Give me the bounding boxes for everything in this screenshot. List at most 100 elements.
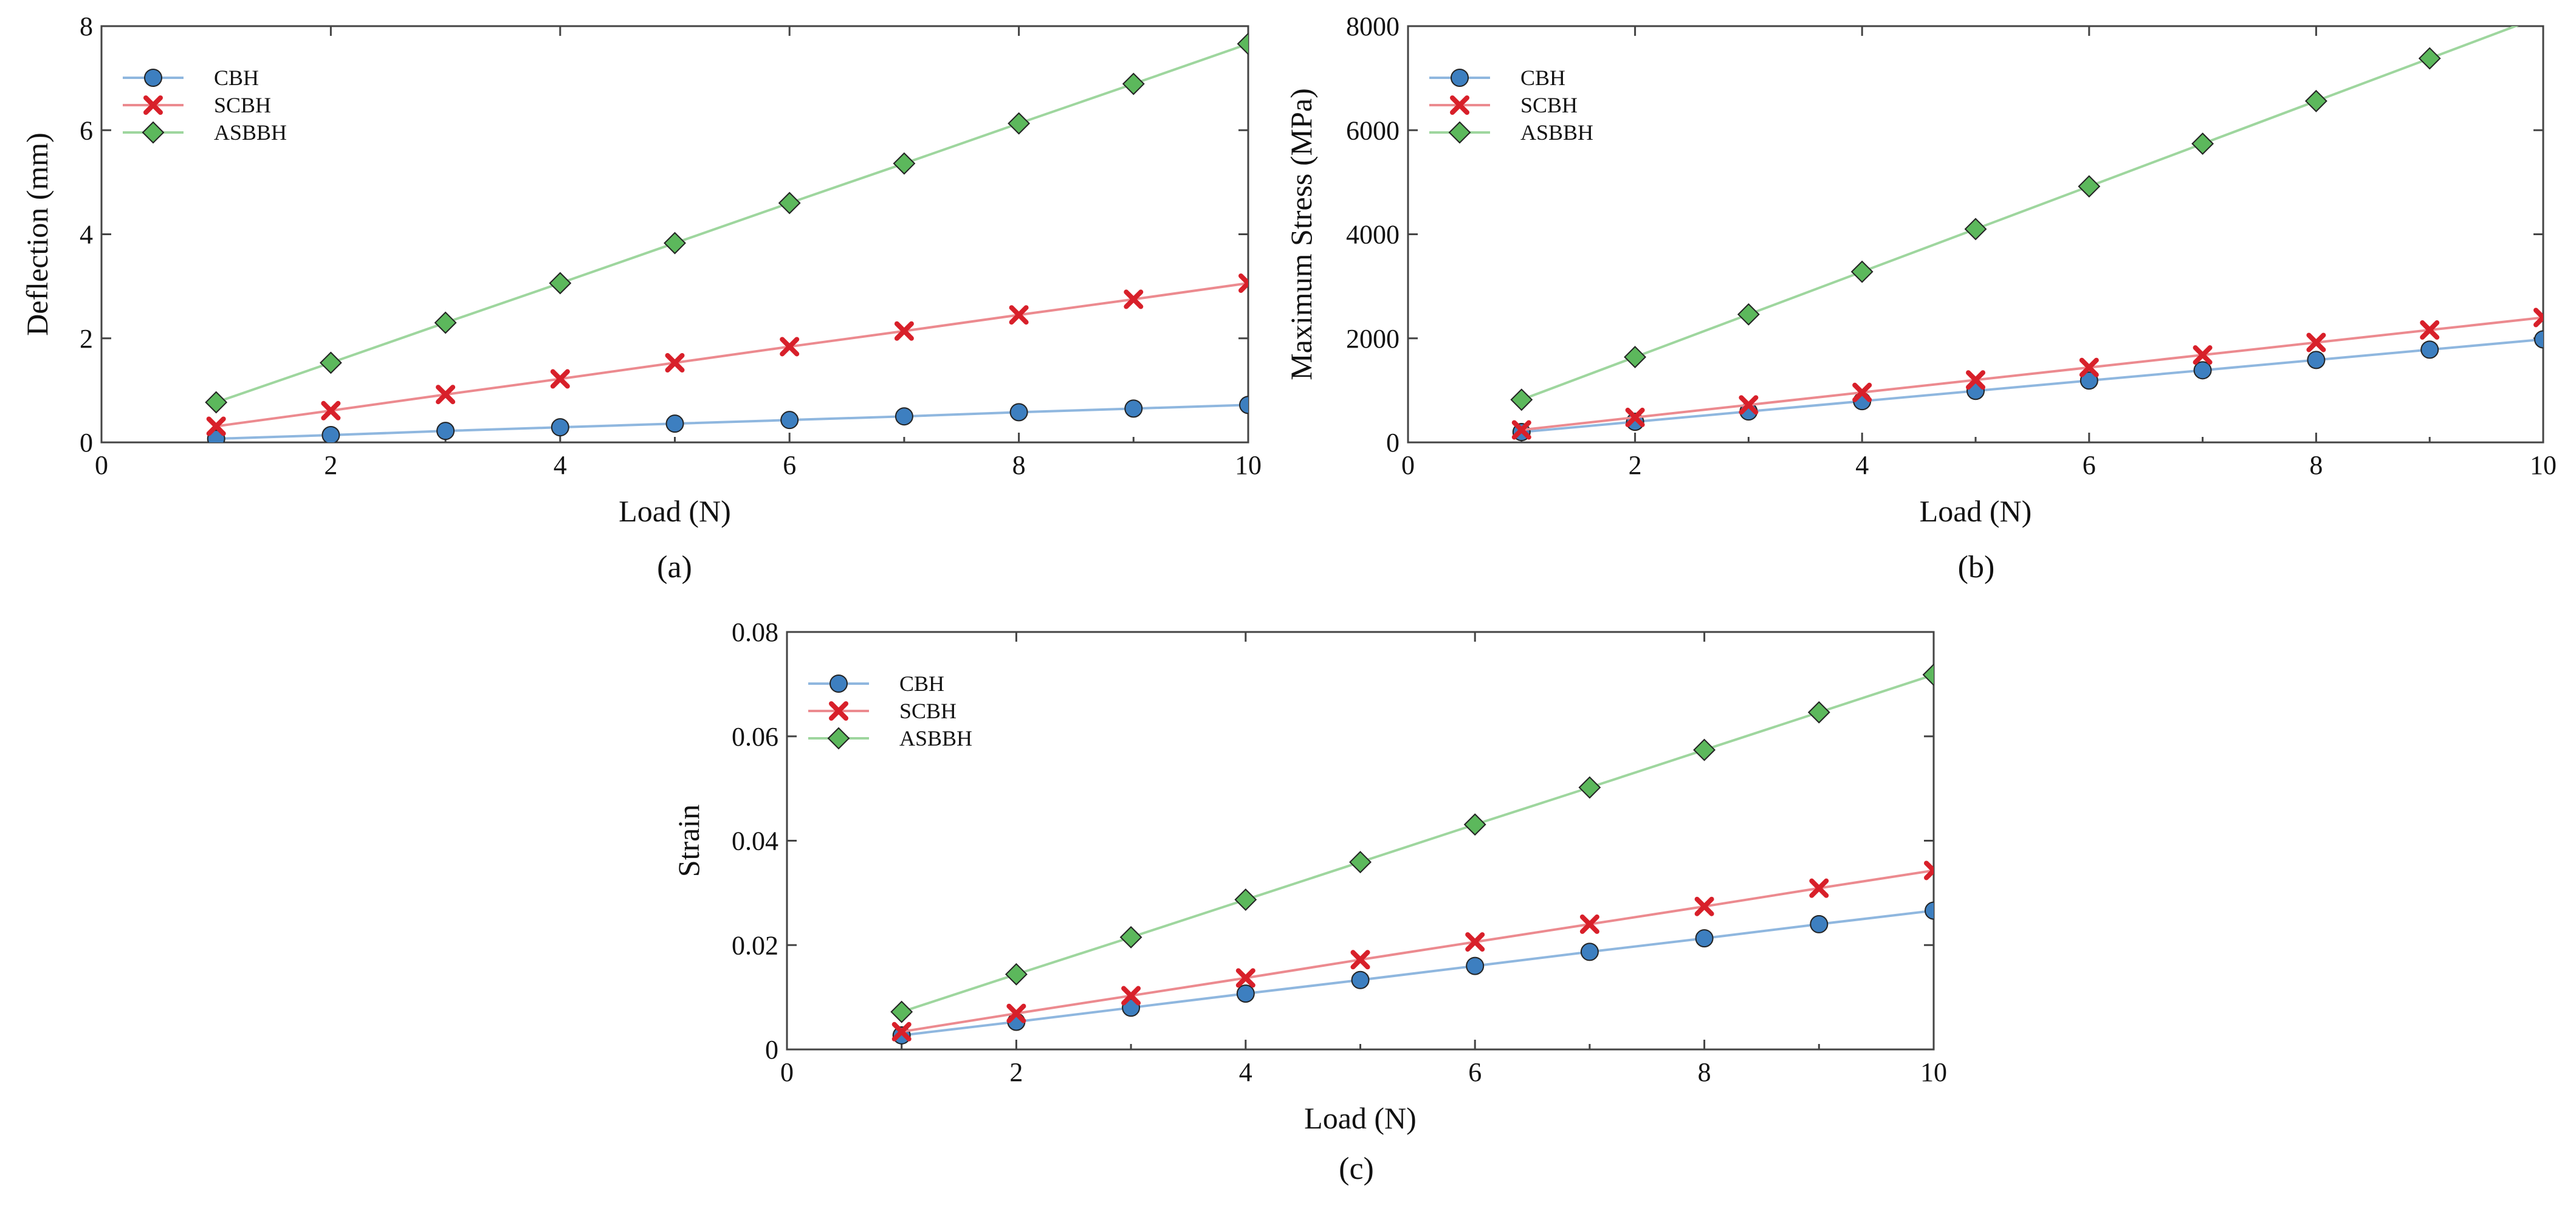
chart-b-legend-cbh: CBH [1429,66,1565,90]
chart-b-cbh-point-8 [2307,351,2326,369]
chart-c-scbh-point-3-stroke-2 [1121,986,1141,1006]
chart-a-legend-cbh-label: CBH [214,66,259,90]
chart-c-asbbh-point-6 [1463,813,1486,836]
chart-a-scbh-point-2-stroke-2 [321,400,341,421]
chart-b-xtick-label-4: 8 [2309,450,2323,480]
chart-c-scbh-point-1 [891,1021,912,1042]
chart-a-asbbh-point-7 [893,152,916,175]
chart-c-xtick-label-0: 0 [780,1057,794,1087]
chart-b-scbh-point-9 [2420,320,2440,340]
chart-c-scbh-point-3 [1121,986,1141,1006]
chart-a-xtick-label-1: 2 [324,450,337,480]
chart-a-ytick-label-2: 4 [80,220,93,250]
chart-b-ytick-label-4: 8000 [1346,12,1400,41]
chart-c-asbbh-point-4 [1234,888,1257,911]
chart-a-legend-asbbh-label: ASBBH [214,120,287,145]
chart-a-scbh-point-4-stroke-2 [550,369,570,389]
chart-a-xtick-label-2: 4 [554,450,567,480]
chart-c-asbbh-point-8 [1693,738,1716,761]
chart-a-xtick-label-3: 6 [783,450,796,480]
chart-b-legend-asbbh-marker [1448,121,1471,144]
chart-c-scbh-point-9-stroke-2 [1809,878,1829,898]
chart-a-caption: (a) [657,550,692,585]
chart-a: 0 2 4 6 8 10 0 2 4 6 8 Load (N) Deflection (mm) (a) CB… [20,12,1262,585]
chart-a-scbh-point-9-stroke-2 [1124,289,1144,309]
chart-c-xlabel: Load (N) [1304,1101,1417,1135]
chart-b-cbh-point-9 [2420,340,2439,359]
chart-a-scbh-point-5 [665,352,685,372]
chart-b-asbbh-point-1 [1510,388,1533,411]
chart-b-asbbh-point-10 [2542,26,2543,27]
chart-b-xtick-label-1: 2 [1629,450,1642,480]
chart-b-legend-cbh-marker [1451,69,1469,87]
chart-c-cbh-point-6 [1466,956,1485,975]
chart-b-ytick-label-3: 6000 [1346,115,1400,145]
chart-a-ytick-label-0: 0 [80,428,93,458]
chart-b-scbh-point-2 [1625,407,1645,427]
chart-a-cbh-point-4 [551,418,569,437]
chart-b-scbh-point-6 [2079,357,2099,377]
chart-a-xtick-label-0: 0 [95,450,108,480]
chart-a-asbbh-point-10 [1237,32,1248,55]
chart-b-xtick-label-3: 6 [2083,450,2096,480]
chart-a-scbh-point-1 [206,416,226,436]
chart-b-xlabel: Load (N) [1920,494,2032,528]
chart-c-legend-scbh-marker [829,701,848,721]
chart-b-legend-asbbh-label: ASBBH [1520,120,1593,145]
chart-b-legend-scbh-marker-stroke-2 [1450,95,1469,115]
chart-c-asbbh-point-10 [1922,664,1934,686]
chart-a-ylabel: Deflection (mm) [20,132,54,336]
chart-a-scbh-point-8 [1009,305,1029,325]
chart-c-xtick-label-4: 8 [1698,1057,1711,1087]
chart-c-scbh-point-10 [1924,860,1934,881]
chart-a-cbh-point-10 [1239,396,1248,414]
chart-b-scbh-point-8-stroke-2 [2306,332,2326,352]
chart-c-asbbh-point-2 [1005,963,1028,986]
chart-a-cbh-point-2 [321,426,340,442]
chart-b-ytick-label-2: 4000 [1346,220,1400,250]
chart-c-scbh-point-8-stroke-2 [1694,896,1714,916]
chart-c-cbh-point-8 [1695,929,1714,948]
chart-b-cbh-point-7 [2193,361,2212,380]
chart-b-cbh-point-6 [2080,371,2098,390]
chart-b-asbbh-point-3 [1737,303,1760,326]
chart-b-legend-scbh-label: SCBH [1520,93,1578,117]
chart-c-asbbh-point-5 [1349,851,1372,874]
chart-c-ytick-label-0: 0 [765,1035,778,1065]
chart-a-asbbh-point-1 [205,391,228,414]
chart-a-scbh-point-9 [1124,289,1144,309]
chart-a-scbh-point-3-stroke-2 [436,385,456,405]
chart-c-scbh-point-6 [1465,932,1485,952]
chart-a-scbh-point-2 [321,400,341,421]
chart-b-series-asbbh-line [1521,26,2519,401]
chart-a-scbh-point-1-stroke-2 [206,416,226,436]
chart-c-scbh-point-4 [1235,968,1255,988]
chart-c-scbh-point-9 [1809,878,1829,898]
chart-c-ytick-label-3: 0.06 [732,722,778,752]
chart-b-scbh-point-7 [2193,345,2213,365]
chart-a-ytick-label-3: 6 [80,115,93,145]
chart-c-scbh-point-8 [1694,896,1714,916]
chart-b-scbh-point-4-stroke-2 [1852,382,1872,402]
chart-a-legend-scbh: SCBH [123,93,271,117]
chart-b-scbh-point-7-stroke-2 [2193,345,2213,365]
chart-b-asbbh-point-2 [1624,346,1647,368]
chart-b-scbh-point-10-stroke-2 [2533,314,2543,328]
chart-c-ytick-label-1: 0.02 [732,930,778,960]
chart-b-series-cbh-line [1521,338,2543,434]
chart-a-scbh-point-6-stroke-2 [780,337,800,357]
chart-b-scbh-point-1 [1511,420,1531,440]
chart-b-asbbh-point-6 [2078,175,2101,198]
chart-c-cbh-point-5 [1351,970,1370,989]
chart-a-ytick-label-1: 2 [80,324,93,354]
chart-c-ylabel: Strain [671,805,706,877]
chart-c-asbbh-point-1 [890,1000,913,1023]
chart-b-ytick-label-0: 0 [1386,428,1400,458]
chart-b-legend-cbh-label: CBH [1520,66,1565,90]
chart-b-scbh-point-5 [1966,370,1985,390]
chart-c-legend-scbh: SCBH [808,699,957,723]
chart-c-series-scbh-line [901,869,1934,1033]
chart-b-scbh-point-9-stroke-2 [2420,320,2440,340]
chart-a-cbh-point-8 [1009,403,1028,422]
